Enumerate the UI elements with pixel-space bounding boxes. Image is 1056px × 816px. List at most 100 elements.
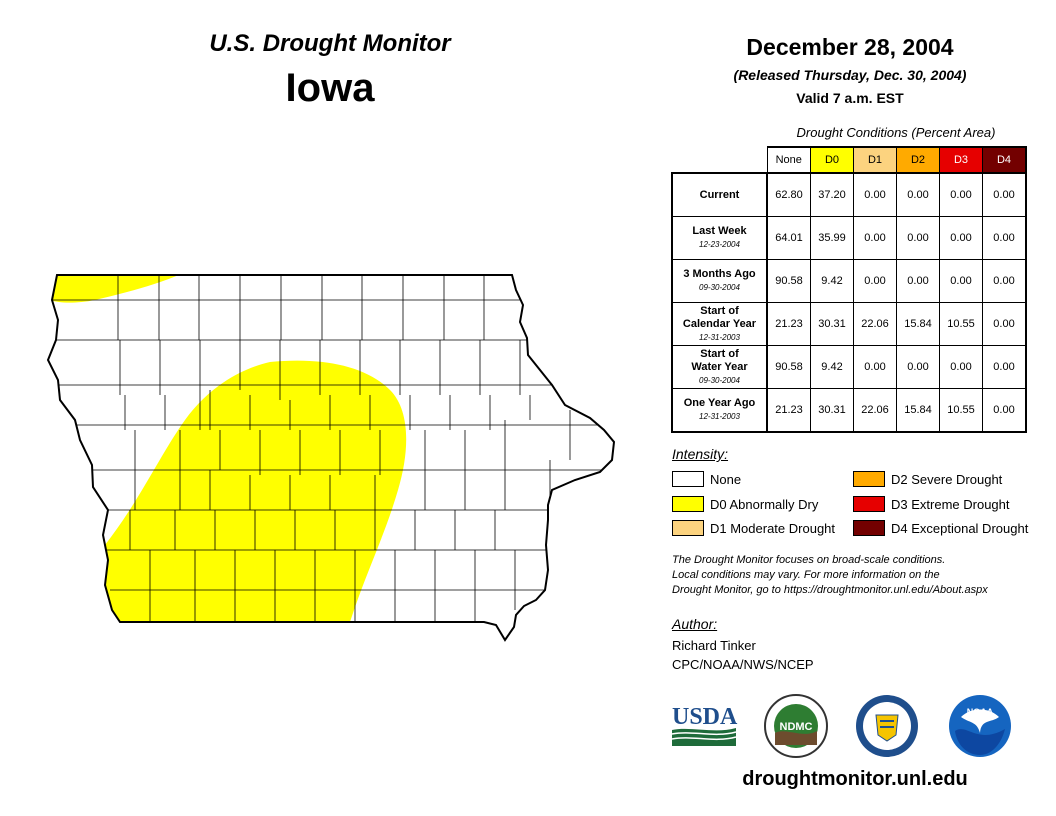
table-cell: 0.00 bbox=[982, 302, 1027, 346]
table-cell: 35.99 bbox=[810, 216, 854, 260]
table-cell: 15.84 bbox=[896, 302, 940, 346]
row-label: Start of Calendar Year bbox=[682, 304, 757, 330]
table-cell: 0.00 bbox=[853, 345, 897, 389]
ndmc-logo: NDMC bbox=[764, 694, 828, 758]
disclaimer-line: Local conditions may vary. For more info… bbox=[672, 569, 940, 581]
table-cell: 22.06 bbox=[853, 302, 897, 346]
d0-area-northwest bbox=[48, 275, 190, 303]
map-date: December 28, 2004 bbox=[746, 34, 954, 60]
table-cell: 0.00 bbox=[939, 216, 983, 260]
legend-label: D1 Moderate Drought bbox=[710, 520, 836, 536]
legend-item-none: None bbox=[672, 471, 741, 487]
table-row: Last Week 12-23-2004 64.01 35.99 0.00 0.0… bbox=[671, 216, 1027, 260]
table-cell: 0.00 bbox=[896, 345, 940, 389]
table-cell: 15.84 bbox=[896, 388, 940, 433]
table-cell: 0.00 bbox=[939, 172, 983, 217]
table-cell: 0.00 bbox=[896, 259, 940, 303]
table-cell: 9.42 bbox=[810, 259, 854, 303]
usda-text: USDA bbox=[672, 704, 738, 730]
table-cell: 0.00 bbox=[896, 216, 940, 260]
table-cell: 0.00 bbox=[853, 259, 897, 303]
row-label: Current bbox=[699, 188, 740, 201]
row-sublabel: 12-31-2003 bbox=[699, 412, 740, 421]
table-caption: Drought Conditions (Percent Area) bbox=[796, 125, 996, 140]
legend-label: D3 Extreme Drought bbox=[891, 496, 1010, 512]
usda-logo: USDA bbox=[671, 704, 738, 746]
row-sublabel: 09-30-2004 bbox=[699, 375, 740, 385]
table-row: Current 62.80 37.20 0.00 0.00 0.00 0.00 bbox=[671, 172, 1027, 217]
ndmc-text: NDMC bbox=[780, 721, 813, 733]
drought-conditions-table: None D0 D1 D2 D3 D4 Current 62.80 37.20 … bbox=[671, 146, 1027, 433]
table-cell: 0.00 bbox=[896, 172, 940, 217]
author-org: CPC/NOAA/NWS/NCEP bbox=[672, 657, 814, 672]
table-cell: 0.00 bbox=[853, 216, 897, 260]
table-cell: 21.23 bbox=[766, 302, 811, 346]
map-title: U.S. Drought Monitor bbox=[209, 30, 451, 57]
d0-area-central bbox=[95, 360, 407, 630]
table-cell: 21.23 bbox=[766, 388, 811, 433]
row-sublabel: 12-23-2004 bbox=[699, 240, 740, 249]
row-label: Last Week bbox=[692, 225, 747, 237]
table-row: Start of Calendar Year 12-31-2003 21.23 30… bbox=[671, 302, 1027, 346]
legend-swatch bbox=[672, 520, 704, 536]
legend-swatch bbox=[853, 471, 885, 487]
row-label: Start of Water Year bbox=[691, 347, 748, 373]
commerce-seal-icon bbox=[856, 695, 918, 757]
column-header-d0: D0 bbox=[810, 146, 854, 174]
table-row: Start of Water Year 09-30-2004 90.58 9.42 … bbox=[671, 345, 1027, 389]
table-cell: 30.31 bbox=[810, 388, 854, 433]
table-cell: 37.20 bbox=[810, 172, 854, 217]
table-cell: 0.00 bbox=[982, 216, 1027, 260]
legend-item-d1: D1 Moderate Drought bbox=[672, 520, 835, 536]
valid-time: Valid 7 a.m. EST bbox=[796, 90, 904, 106]
table-cell: 10.55 bbox=[939, 302, 983, 346]
table-cell: 0.00 bbox=[853, 172, 897, 217]
legend-label: D0 Abnormally Dry bbox=[710, 496, 819, 512]
column-header-d2: D2 bbox=[896, 146, 940, 174]
table-cell: 0.00 bbox=[939, 345, 983, 389]
noaa-text: NOAA bbox=[967, 707, 994, 717]
disclaimer: The Drought Monitor focuses on broad-sca… bbox=[672, 553, 1052, 598]
disclaimer-line: The Drought Monitor focuses on broad-sca… bbox=[672, 554, 946, 566]
legend-item-d2: D2 Severe Drought bbox=[853, 471, 1002, 487]
row-label: One Year Ago bbox=[683, 397, 756, 409]
column-header-d3: D3 bbox=[939, 146, 983, 174]
legend-swatch bbox=[672, 496, 704, 512]
table-cell: 64.01 bbox=[766, 216, 811, 260]
author-title: Author: bbox=[672, 616, 718, 632]
legend-label: D2 Severe Drought bbox=[891, 471, 1003, 487]
legend-swatch bbox=[853, 520, 885, 536]
state-outline bbox=[46, 274, 616, 642]
county-lines bbox=[50, 275, 614, 622]
release-date: (Released Thursday, Dec. 30, 2004) bbox=[733, 67, 967, 83]
legend-item-d4: D4 Exceptional Drought bbox=[853, 520, 1028, 536]
table-cell: 0.00 bbox=[982, 172, 1027, 217]
column-header-d1: D1 bbox=[853, 146, 897, 174]
table-cell: 62.80 bbox=[766, 172, 811, 217]
legend-item-d0: D0 Abnormally Dry bbox=[672, 496, 818, 512]
column-header-none: None bbox=[766, 146, 811, 174]
legend-swatch bbox=[672, 471, 704, 487]
table-cell: 0.00 bbox=[982, 388, 1027, 433]
table-cell: 0.00 bbox=[982, 345, 1027, 389]
table-cell: 9.42 bbox=[810, 345, 854, 389]
row-sublabel: 09-30-2004 bbox=[699, 283, 740, 292]
table-cell: 90.58 bbox=[766, 259, 811, 303]
table-cell: 10.55 bbox=[939, 388, 983, 433]
column-header-d4: D4 bbox=[982, 146, 1027, 174]
legend-label: D4 Exceptional Drought bbox=[891, 520, 1029, 536]
author-name: Richard Tinker bbox=[672, 638, 756, 653]
table-row: 3 Months Ago 09-30-2004 90.58 9.42 0.00 0… bbox=[671, 259, 1027, 303]
state-name: Iowa bbox=[285, 66, 375, 110]
legend-label: None bbox=[710, 471, 742, 487]
table-corner bbox=[672, 147, 768, 174]
table-cell: 30.31 bbox=[810, 302, 854, 346]
table-cell: 0.00 bbox=[939, 259, 983, 303]
website-link[interactable]: droughtmonitor.unl.edu bbox=[742, 768, 968, 790]
legend-item-d3: D3 Extreme Drought bbox=[853, 496, 1010, 512]
table-cell: 90.58 bbox=[766, 345, 811, 389]
table-row: One Year Ago 12-31-2003 21.23 30.31 22.06… bbox=[671, 388, 1027, 433]
table-cell: 22.06 bbox=[853, 388, 897, 433]
row-label: 3 Months Ago bbox=[683, 268, 756, 280]
legend-title: Intensity: bbox=[672, 446, 729, 462]
